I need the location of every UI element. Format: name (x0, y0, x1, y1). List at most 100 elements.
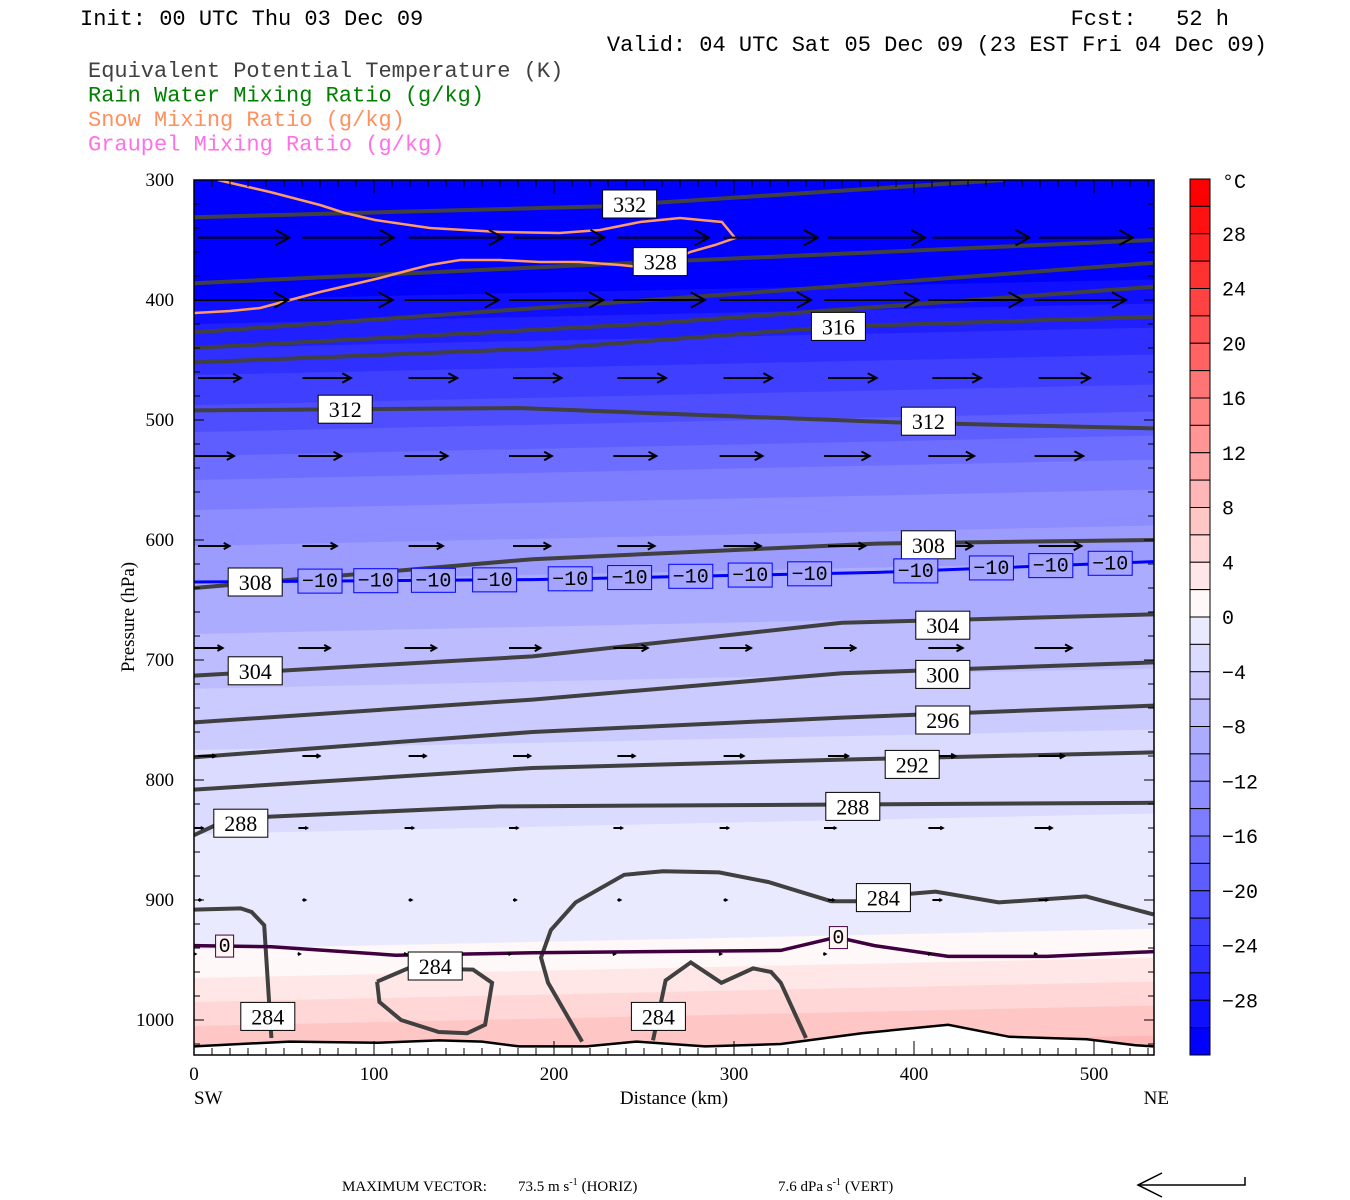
colorbar-label: 8 (1222, 499, 1234, 522)
isotherm-minus10-label: −10 (415, 570, 451, 593)
wind-vector (509, 450, 554, 462)
wind-vector (828, 541, 868, 551)
isotherm-label-box (968, 555, 1014, 581)
theta-e-label: 284 (419, 954, 452, 979)
colorbar-label: 16 (1222, 389, 1246, 412)
theta-e-label-box (227, 656, 283, 686)
legend-item: Graupel Mixing Ratio (g/kg) (88, 133, 444, 158)
colorbar-box (1189, 862, 1211, 892)
wind-vector (408, 753, 428, 759)
theta-e-label: 308 (912, 533, 945, 558)
wind-vector (928, 291, 1025, 309)
isotherm-minus10-label: −10 (612, 568, 648, 591)
y-tick-label: 800 (146, 770, 175, 791)
colorbar-box (1189, 397, 1211, 426)
y-tick-label: 400 (146, 290, 175, 311)
isotherm-minus10-label: −10 (1092, 553, 1128, 576)
wind-vector (719, 644, 754, 652)
wind-vector (298, 450, 344, 462)
isotherm-label-box (787, 561, 833, 587)
wind-vector (404, 291, 501, 309)
axes: 300 400 500 600 700 800 900 1000 0 100 200 300 400 50… (118, 170, 1169, 1109)
colorbar: °C 28 24 20 16 12 8 4 0 −4 −8 −12 −16 −20 −24 −28 (1189, 172, 1258, 1056)
theta-e-label: 288 (836, 794, 869, 819)
colorbar-box (1189, 315, 1211, 344)
wind-vector (408, 898, 414, 902)
wind-vector (1033, 952, 1039, 956)
wind-vector (617, 898, 623, 902)
theta-e-label: 284 (642, 1004, 675, 1029)
colorbar-box (1189, 507, 1211, 536)
wind-vector (828, 229, 928, 247)
colorbar-box (1189, 424, 1211, 454)
wind-vector (1038, 229, 1135, 247)
wind-vector (613, 643, 650, 653)
legend-item: Equivalent Potential Temperature (K) (88, 59, 563, 84)
wind-vector (298, 291, 395, 309)
colorbar-box (1189, 753, 1211, 782)
theta-e-label-box (240, 1001, 296, 1031)
wind-vector (932, 372, 984, 384)
isotherm-zero (194, 935, 1154, 959)
wind-vector (822, 952, 828, 956)
wind-vector (828, 753, 851, 759)
plot-frame (193, 179, 1155, 1056)
footer: MAXIMUM VECTOR: 73.5 m s-1 (HORIZ) 7.6 dP… (342, 1172, 1246, 1198)
colorbar-box (1189, 233, 1211, 262)
x-tick-label: 500 (1080, 1064, 1109, 1085)
wind-vector (718, 952, 724, 956)
colorbar-box (1189, 288, 1211, 317)
y-tick-label: 300 (146, 170, 175, 191)
wind-vector (297, 952, 302, 956)
wind-vector (928, 643, 965, 653)
colorbar-box (1189, 643, 1211, 673)
wind-vector (403, 952, 409, 956)
wind-vector (617, 753, 637, 759)
wind-vector (1034, 291, 1129, 309)
theta-e-label: 312 (912, 409, 945, 434)
contour-labels: 332 328 316 312 312 308 308 304 304 300 296 292 288 2… (213, 189, 1133, 1031)
theta-e-label-box (317, 394, 373, 424)
theta-e-contour-284 (538, 869, 1154, 1043)
colorbar-box (1189, 534, 1211, 563)
colorbar-box (1189, 999, 1211, 1029)
wind-vector (513, 229, 607, 247)
theta-e-label-box (884, 749, 940, 779)
wind-vector (302, 753, 322, 759)
colorbar-unit: °C (1222, 172, 1246, 195)
wind-vector (1038, 540, 1084, 552)
max-vert-value: 7.6 dPa s-1 (VERT) (778, 1177, 893, 1195)
wind-vector (723, 753, 746, 759)
forecast-hour: Fcst: 52 h (1071, 7, 1229, 32)
max-horiz-value: 73.5 m s-1 (HORIZ) (518, 1177, 637, 1195)
wind-vector (302, 541, 339, 551)
theta-e-contour-284 (651, 959, 808, 1041)
theta-e-label: 308 (239, 570, 272, 595)
isotherm-label-box (215, 934, 235, 958)
colorbar-box (1189, 260, 1211, 289)
wind-vector (513, 898, 518, 902)
colorbar-box (1189, 479, 1211, 508)
wind-vector (513, 753, 533, 759)
theta-e-label-box (227, 567, 283, 597)
colorbar-label: −20 (1222, 882, 1258, 905)
legend-item: Snow Mixing Ratio (g/kg) (88, 108, 405, 133)
wind-vector (1034, 643, 1074, 653)
wind-vector (824, 291, 921, 309)
theta-e-label: 312 (329, 397, 362, 422)
theta-e-contour-304 (194, 612, 1154, 678)
wind-vector (198, 542, 232, 550)
wind-vector (513, 541, 553, 551)
colorbar-box (1189, 890, 1211, 919)
wind-vector (723, 898, 729, 902)
y-tick-label: 900 (146, 890, 175, 911)
wind-vector (302, 898, 308, 902)
wind-vector (932, 898, 944, 902)
colorbar-box (1189, 178, 1211, 207)
colorbar-box (1189, 780, 1211, 810)
theta-e-label: 284 (867, 886, 900, 911)
isotherm-minus10-label: −10 (898, 561, 934, 584)
theta-e-label-box (915, 705, 971, 735)
theta-e-contour-300 (194, 660, 1154, 725)
colorbar-label: 4 (1222, 553, 1234, 576)
